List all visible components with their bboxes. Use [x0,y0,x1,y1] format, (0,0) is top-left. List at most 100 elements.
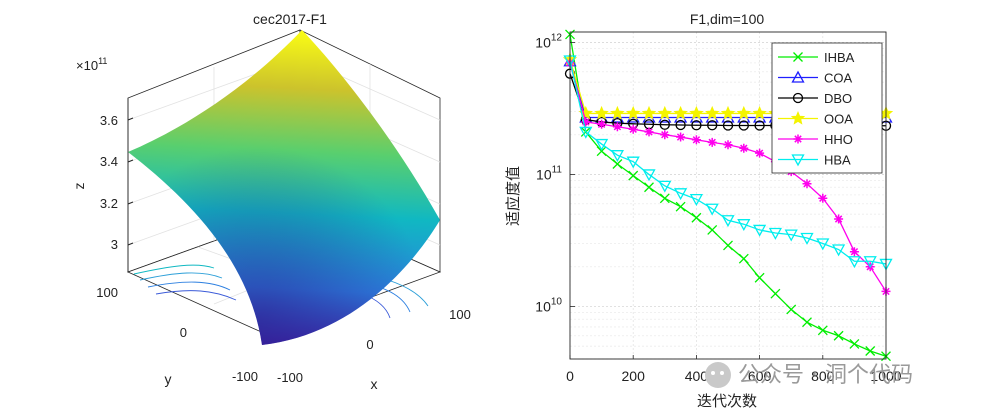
data-point [793,134,803,144]
x-tick-label: 600 [748,368,772,384]
line-x-axis-label: 迭代次数 [697,392,757,410]
x-tick-label: 0 [366,337,373,352]
data-point [791,70,805,83]
data-point [832,244,846,257]
data-point [612,122,622,132]
data-point [791,154,805,167]
y-tick-label: 100 [96,285,118,300]
data-point [834,214,844,224]
legend-entry: HHO [778,132,853,147]
line-y-axis-label: 适应度值 [504,166,522,226]
x-tick-label: 0 [566,368,574,384]
watermark: 公众号 · 洞个代码 [705,362,913,388]
legend-label: HHO [824,132,853,147]
data-point [657,105,672,120]
data-point [674,188,688,201]
data-point [802,179,812,189]
z-tick-label: 3.6 [100,113,118,128]
data-point [720,105,736,120]
y-tick-label: -100 [232,369,258,384]
x-tick-label: 400 [685,368,709,384]
x-tick-label: 100 [449,307,471,322]
data-point [723,140,733,150]
data-point [754,272,765,283]
data-point [626,105,641,120]
y-tick-exp: 10 [551,296,563,307]
plot-frame [569,31,887,360]
legend-entry: IHBA [778,50,855,65]
y-tick-base: 10 [536,166,552,182]
surface-mesh [128,30,440,345]
x-tick-label: 800 [811,368,835,384]
legend-entry: COA [778,71,853,86]
surface-panel: cec2017-F1 [71,11,471,392]
data-point [610,105,625,120]
data-point [739,143,749,153]
z-scale-factor: ×1011 [76,56,107,73]
data-point [863,256,877,269]
data-point [644,182,654,193]
data-point [768,227,782,240]
z-tick-label: 3.4 [100,154,118,169]
data-point [675,119,686,131]
data-point [673,105,688,120]
data-point [722,120,734,131]
data-point [676,132,686,142]
legend-label: OOA [824,112,853,127]
data-point [579,126,593,139]
line-chart-title: F1,dim=100 [690,11,765,27]
y-axis: 100 0 -100 y [96,285,258,387]
y-axis-label: y [165,371,172,387]
data-point [786,304,797,315]
data-point [833,330,844,341]
data-point [595,138,609,151]
series-ihba [565,29,891,362]
data-point [723,240,733,251]
data-point [737,219,751,232]
legend-label: HBA [824,153,851,168]
series-hba [563,55,893,271]
data-point [770,288,781,299]
data-point [790,110,806,125]
legend-label: IHBA [824,50,855,65]
data-point [675,201,686,212]
surface-title: cec2017-F1 [253,11,327,27]
data-point [849,338,860,349]
data-point [691,212,702,223]
data-point [612,159,623,169]
data-point [659,119,670,130]
data-point [705,203,719,216]
data-point [610,150,624,163]
data-point [596,146,607,157]
x-axis: -100 0 100 x [277,307,471,392]
data-point [816,238,830,251]
wechat-icon-dot [720,371,724,375]
z-scale-base: ×10 [76,58,98,73]
x-tick-label: 1000 [870,368,901,384]
data-point [660,130,670,140]
wechat-icon [705,362,731,388]
legend: IHBA COA DBO OOA HHO HBA [771,42,883,174]
data-point [707,224,718,235]
data-point [658,180,672,193]
data-point [659,193,670,204]
data-point [793,52,803,62]
legend-label: DBO [824,91,852,106]
data-point [628,170,639,181]
y-tick-label: 1011 [536,164,562,182]
y-tick-exp: 12 [551,32,563,43]
x-tick-layer: 0 200 400 600 800 1000 [566,355,902,384]
legend-entry: OOA [778,110,853,127]
data-point [792,92,804,104]
z-tick-label: 3.2 [100,196,118,211]
data-point [707,137,717,147]
z-axis: 3.6 3.4 3.2 3 ×1011 z [71,56,134,272]
data-point [753,224,767,237]
series-line [569,60,887,265]
watermark-text: 公众号 · 洞个代码 [738,363,913,388]
data-point [691,120,702,131]
data-point [818,193,828,203]
legend-entry: DBO [778,91,852,106]
